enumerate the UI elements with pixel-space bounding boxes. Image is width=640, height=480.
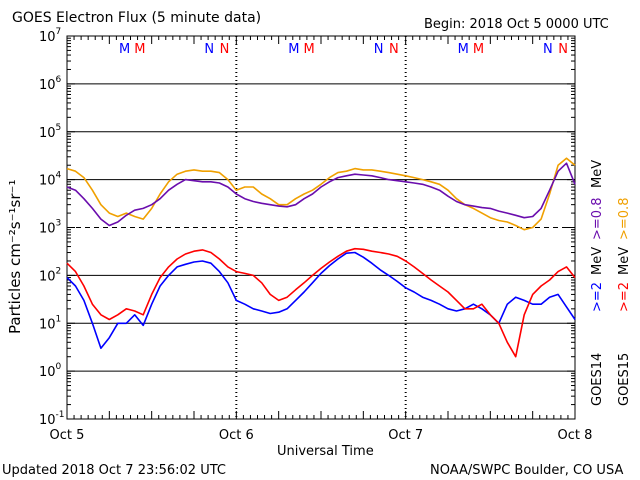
legend-hi-unit: MeV [590,160,605,188]
updated-timestamp: Updated 2018 Oct 7 23:56:02 UTC [2,463,226,478]
y-tick-label: 101 [39,314,61,332]
x-tick-label: Oct 5 [50,428,85,443]
legend-lo-unit: MeV [590,247,605,275]
legend-goes15-lo-energy: >=2 [617,282,632,312]
series-line [66,157,576,231]
legend-goes14: GOES14 [590,353,605,406]
orbit-marker: N [204,42,214,57]
legend-goes15-hi-energy: >=0.8 [617,198,632,240]
legend-lo-unit-2: MeV [617,247,632,275]
series-line [66,247,576,358]
series-line [66,251,576,350]
legend-goes14-hi-energy: >=0.8 [590,198,605,240]
x-tick-label: Oct 7 [388,428,423,443]
series-line [66,162,576,227]
orbit-marker: M [458,42,469,57]
orbit-marker: N [220,42,230,57]
orbit-marker: N [558,42,568,57]
orbit-marker: N [543,42,553,57]
orbit-marker: M [119,42,130,57]
orbit-marker: N [374,42,384,57]
y-axis-label: Particles cm⁻²s⁻¹sr⁻¹ [6,180,24,334]
y-tick-label: 106 [39,75,62,93]
orbit-marker: M [288,42,299,57]
x-tick-label: Oct 6 [219,428,254,443]
y-tick-label: 107 [39,27,61,45]
credit-line: NOAA/SWPC Boulder, CO USA [430,463,623,478]
y-tick-label: 100 [39,362,62,380]
y-tick-label: 102 [39,266,61,284]
y-tick-label: 104 [39,171,62,189]
orbit-marker: M [473,42,484,57]
y-tick-label: 103 [39,219,61,237]
legend-goes14-lo-energy: >=2 [590,282,605,312]
orbit-marker: M [134,42,145,57]
plot-area: 10-1 100 101 102 103 104 105 106 107 Oct 5 Oct 6 Oc… [39,27,592,443]
begin-time: Begin: 2018 Oct 5 0000 UTC [424,17,609,32]
y-tick-label: 105 [39,123,61,141]
x-axis-label: Universal Time [277,444,374,459]
orbit-marker: N [389,42,399,57]
legend-goes15: GOES15 [617,353,632,406]
chart-title: GOES Electron Flux (5 minute data) [12,10,261,26]
x-tick-label: Oct 8 [558,428,593,443]
orbit-marker: M [304,42,315,57]
y-tick-label: 10-1 [39,410,65,428]
